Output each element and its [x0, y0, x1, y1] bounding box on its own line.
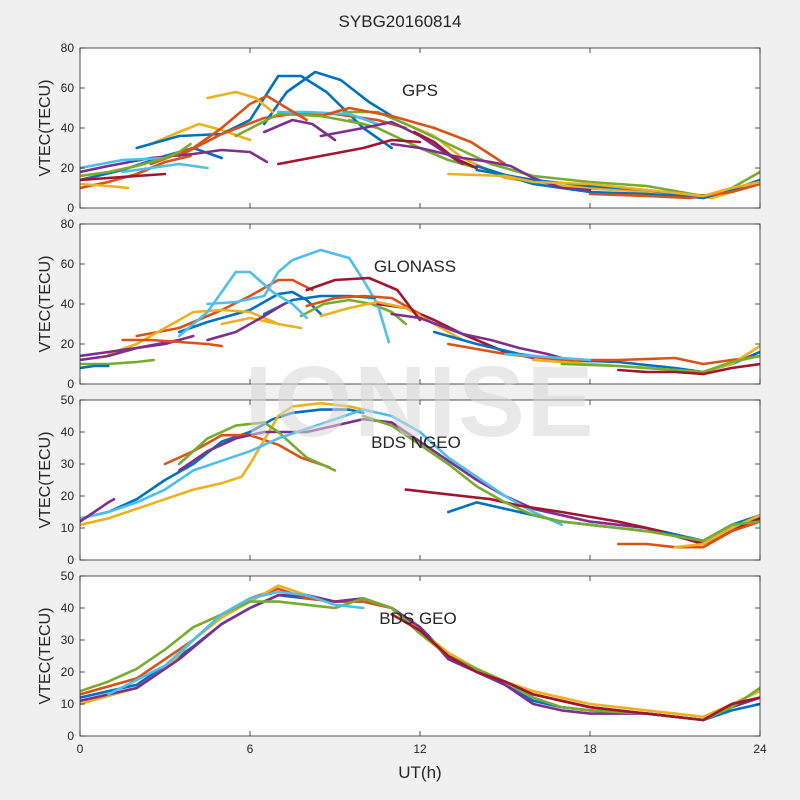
- y-axis-label: VTEC(TECU): [37, 432, 54, 529]
- series-line: [177, 270, 308, 338]
- series-line: [80, 401, 365, 527]
- y-axis-label: VTEC(TECU): [37, 608, 54, 705]
- series-line: [319, 300, 464, 342]
- series-line: [80, 338, 181, 358]
- series-line: [121, 338, 223, 348]
- y-tick-label: 80: [61, 41, 75, 55]
- series-line: [80, 182, 130, 190]
- y-tick-label: 50: [61, 569, 75, 583]
- figure-title: SYBG20160814: [338, 12, 462, 31]
- series-line: [475, 164, 760, 200]
- y-tick-label: 20: [61, 161, 75, 175]
- y-tick-label: 30: [61, 633, 75, 647]
- series-line: [206, 90, 274, 114]
- plot-area: [80, 400, 760, 560]
- series-line: [149, 94, 308, 166]
- series-line: [206, 302, 286, 342]
- series-line: [149, 122, 252, 146]
- y-tick-label: 30: [61, 457, 75, 471]
- series-line: [107, 308, 280, 356]
- series-line: [390, 613, 760, 722]
- series-line: [319, 120, 464, 166]
- series-line: [319, 106, 507, 166]
- y-tick-label: 60: [61, 257, 75, 271]
- y-tick-label: 40: [61, 425, 75, 439]
- series-line: [362, 414, 760, 543]
- y-tick-label: 0: [67, 729, 74, 743]
- panel-label: GLONASS: [374, 257, 456, 276]
- y-tick-label: 60: [61, 81, 75, 95]
- plot-area: [80, 48, 760, 208]
- panel-0: 0 20 40 60 80 VTEC(TECU) GPS: [37, 41, 761, 215]
- panel-label: BDS GEO: [379, 609, 456, 628]
- series-line: [588, 182, 760, 200]
- x-tick-label: 18: [583, 742, 597, 756]
- y-tick-label: 0: [67, 201, 74, 215]
- panel-1: 0 20 40 60 80 VTEC(TECU) GLONASS: [37, 217, 761, 391]
- series-line: [220, 316, 303, 330]
- series-line: [177, 421, 337, 472]
- series-line: [80, 148, 269, 174]
- series-line: [617, 520, 760, 549]
- y-tick-label: 20: [61, 489, 75, 503]
- series-group: [80, 70, 760, 200]
- series-line: [262, 70, 393, 126]
- series-line: [390, 142, 592, 192]
- series-line: [617, 362, 760, 376]
- series-line: [413, 130, 478, 170]
- series-line: [80, 408, 563, 527]
- series-line: [80, 497, 116, 523]
- series-line: [277, 138, 422, 166]
- y-tick-label: 40: [61, 297, 75, 311]
- y-axis-label: VTEC(TECU): [37, 80, 54, 177]
- x-tick-label: 6: [247, 742, 254, 756]
- series-line: [447, 172, 760, 198]
- y-tick-label: 40: [61, 601, 75, 615]
- series-line: [80, 142, 192, 178]
- y-tick-label: 80: [61, 217, 75, 231]
- x-axis-label: UT(h): [398, 763, 441, 782]
- series-line: [80, 364, 110, 370]
- y-tick-label: 0: [67, 553, 74, 567]
- y-tick-label: 50: [61, 393, 75, 407]
- plot-area: [80, 224, 760, 384]
- series-line: [262, 118, 337, 142]
- series-line: [80, 156, 167, 170]
- panel-2: 0 10 20 30 40 50 VTEC(TECU) BDS NGEO: [37, 393, 761, 567]
- y-tick-label: 40: [61, 121, 75, 135]
- series-line: [560, 354, 760, 374]
- series-group: [80, 248, 760, 376]
- panel-label: BDS NGEO: [371, 433, 461, 452]
- series-line: [404, 122, 760, 200]
- series-line: [80, 358, 155, 366]
- x-tick-label: 12: [413, 742, 427, 756]
- series-line: [673, 513, 760, 549]
- y-tick-label: 20: [61, 337, 75, 351]
- y-axis-label: VTEC(TECU): [37, 256, 54, 353]
- series-line: [80, 154, 192, 190]
- series-line: [80, 172, 167, 182]
- series-line: [305, 276, 422, 322]
- series-line: [503, 352, 592, 362]
- x-tick-label: 0: [77, 742, 84, 756]
- y-tick-label: 0: [67, 377, 74, 391]
- series-line: [107, 590, 365, 696]
- y-tick-label: 10: [61, 521, 75, 535]
- series-group: [80, 401, 760, 549]
- series-line: [80, 408, 365, 520]
- series-line: [390, 312, 563, 360]
- series-line: [135, 278, 314, 338]
- panel-3: 0 6 12 18 24 0 10 20 30 40 50 VTEC(TECU) BDS GEO: [37, 569, 767, 756]
- series-line: [121, 162, 209, 174]
- series-line: [206, 248, 391, 344]
- series-line: [305, 294, 422, 316]
- series-group: [80, 584, 760, 722]
- x-tick-label: 24: [753, 742, 767, 756]
- y-tick-label: 10: [61, 697, 75, 711]
- y-tick-label: 20: [61, 665, 75, 679]
- panel-label: GPS: [402, 81, 438, 100]
